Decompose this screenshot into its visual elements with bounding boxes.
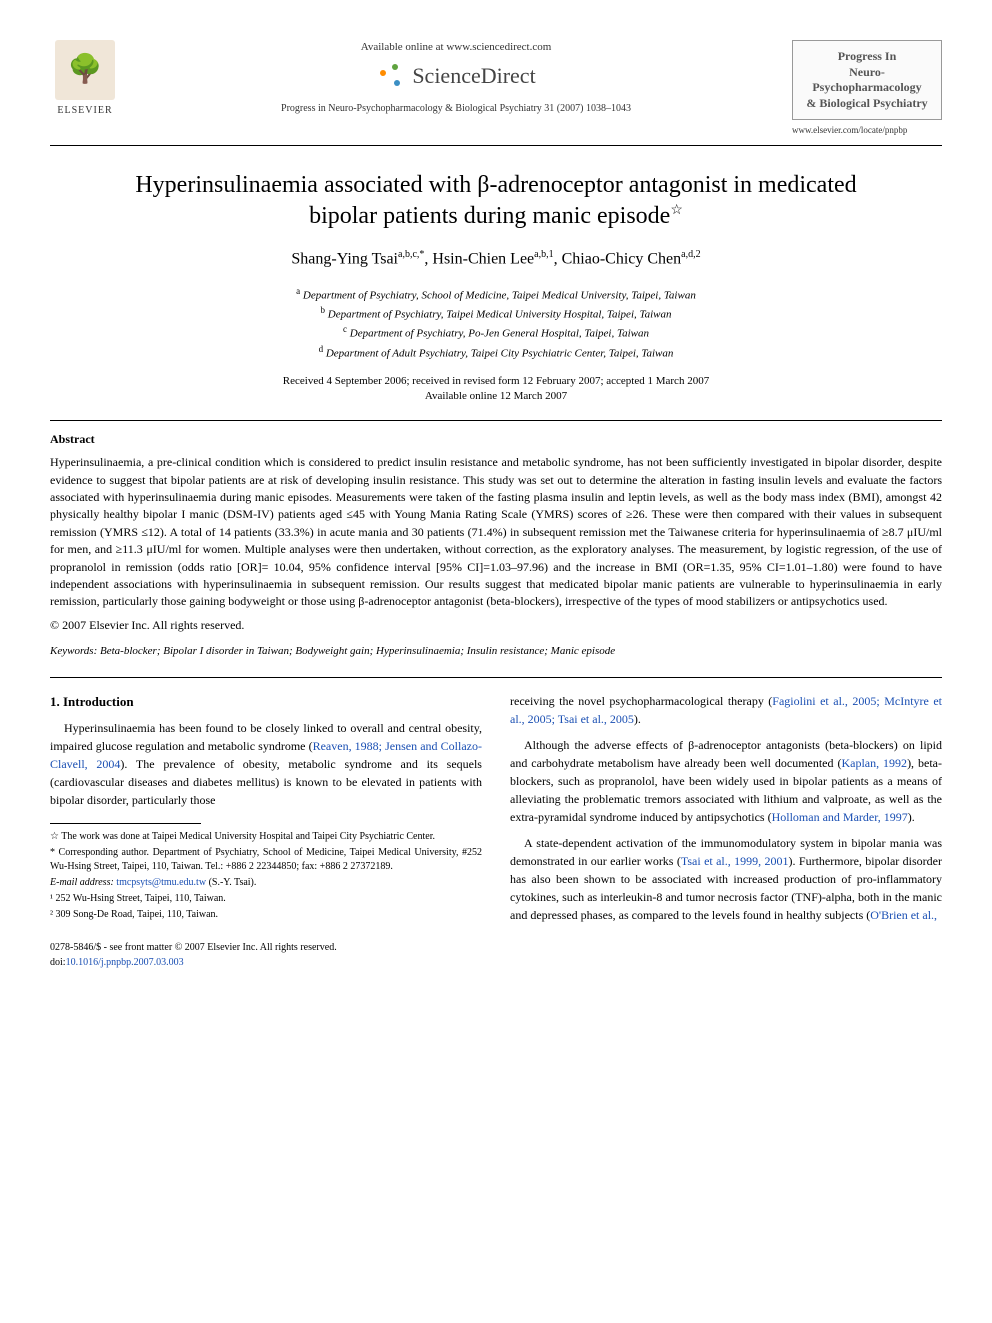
- footnote-email: E-mail address: tmcpsyts@tmu.edu.tw (S.-…: [50, 876, 482, 890]
- intro-p3-c: ).: [908, 810, 915, 824]
- journal-box: Progress In Neuro-Psychopharmacology & B…: [792, 40, 942, 120]
- footnote-2: ² 309 Song-De Road, Taipei, 110, Taiwan.: [50, 908, 482, 922]
- affiliation-d: d Department of Adult Psychiatry, Taipei…: [50, 343, 942, 362]
- footnotes-rule: [50, 823, 201, 824]
- footnote-1: ¹ 252 Wu-Hsing Street, Taipei, 110, Taiw…: [50, 892, 482, 906]
- author-2-name: Hsin-Chien Lee: [432, 251, 534, 268]
- aff-c-text: Department of Psychiatry, Po-Jen General…: [350, 328, 649, 340]
- history-dates: Received 4 September 2006; received in r…: [50, 374, 942, 405]
- body-columns: 1. Introduction Hyperinsulinaemia has be…: [50, 692, 942, 971]
- center-header: Available online at www.sciencedirect.co…: [120, 40, 792, 116]
- doi-prefix: doi:: [50, 957, 66, 968]
- intro-p4: A state-dependent activation of the immu…: [510, 834, 942, 924]
- affiliation-c: c Department of Psychiatry, Po-Jen Gener…: [50, 323, 942, 342]
- email-link[interactable]: tmcpsyts@tmu.edu.tw: [116, 877, 206, 888]
- intro-p3: Although the adverse effects of β-adreno…: [510, 736, 942, 826]
- sd-dots-icon: [376, 62, 406, 92]
- doi-line: doi:10.1016/j.pnpbp.2007.03.003: [50, 955, 337, 970]
- header-row: 🌳 ELSEVIER Available online at www.scien…: [50, 40, 942, 137]
- bottom-meta: 0278-5846/$ - see front matter © 2007 El…: [50, 940, 482, 970]
- keywords-label: Keywords:: [50, 645, 97, 657]
- cite-kaplan[interactable]: Kaplan, 1992: [841, 756, 907, 770]
- elsevier-logo: 🌳 ELSEVIER: [50, 40, 120, 118]
- abstract-label: Abstract: [50, 431, 942, 448]
- aff-b-text: Department of Psychiatry, Taipei Medical…: [328, 309, 672, 321]
- dates-line1: Received 4 September 2006; received in r…: [50, 374, 942, 389]
- elsevier-tree-icon: 🌳: [55, 40, 115, 100]
- aff-a-text: Department of Psychiatry, School of Medi…: [303, 290, 696, 302]
- abstract-top-rule: [50, 420, 942, 421]
- author-2-sup: a,b,1: [534, 249, 553, 260]
- affiliation-a: a Department of Psychiatry, School of Me…: [50, 285, 942, 304]
- footnote-star: ☆ The work was done at Taipei Medical Un…: [50, 830, 482, 844]
- abstract-bottom-rule: [50, 677, 942, 678]
- front-matter-line: 0278-5846/$ - see front matter © 2007 El…: [50, 940, 337, 955]
- intro-p2-a: receiving the novel psychopharmacologica…: [510, 694, 772, 708]
- intro-p2: receiving the novel psychopharmacologica…: [510, 692, 942, 728]
- elsevier-label: ELSEVIER: [57, 104, 112, 118]
- sciencedirect-text: ScienceDirect: [412, 61, 535, 92]
- affiliation-b: b Department of Psychiatry, Taipei Medic…: [50, 304, 942, 323]
- keywords-text: Beta-blocker; Bipolar I disorder in Taiw…: [100, 645, 615, 657]
- left-column: 1. Introduction Hyperinsulinaemia has be…: [50, 692, 482, 971]
- author-1-name: Shang-Ying Tsai: [291, 251, 398, 268]
- cite-holloman[interactable]: Holloman and Marder, 1997: [772, 810, 908, 824]
- right-column: receiving the novel psychopharmacologica…: [510, 692, 942, 971]
- intro-p1: Hyperinsulinaemia has been found to be c…: [50, 719, 482, 809]
- dates-line2: Available online 12 March 2007: [50, 389, 942, 404]
- author-3-name: Chiao-Chicy Chen: [562, 251, 682, 268]
- journal-box-line1: Progress In: [801, 49, 933, 65]
- author-3-sup: a,d,2: [681, 249, 700, 260]
- abstract-copyright: © 2007 Elsevier Inc. All rights reserved…: [50, 617, 942, 634]
- email-tail: (S.-Y. Tsai).: [209, 877, 257, 888]
- journal-box-line2: Neuro-Psychopharmacology: [801, 65, 933, 96]
- aff-d-text: Department of Adult Psychiatry, Taipei C…: [326, 347, 674, 359]
- article-title: Hyperinsulinaemia associated with β-adre…: [110, 170, 882, 232]
- bottom-left: 0278-5846/$ - see front matter © 2007 El…: [50, 940, 337, 970]
- affiliations: a Department of Psychiatry, School of Me…: [50, 285, 942, 362]
- author-1-sup: a,b,c,*: [398, 249, 424, 260]
- sciencedirect-logo: ScienceDirect: [120, 61, 792, 92]
- available-online-text: Available online at www.sciencedirect.co…: [120, 40, 792, 55]
- cite-tsai[interactable]: Tsai et al., 1999, 2001: [681, 854, 789, 868]
- journal-url: www.elsevier.com/locate/pnpbp: [792, 124, 942, 137]
- keywords-line: Keywords: Beta-blocker; Bipolar I disord…: [50, 644, 942, 659]
- top-rule: [50, 145, 942, 146]
- intro-heading: 1. Introduction: [50, 692, 482, 712]
- journal-reference: Progress in Neuro-Psychopharmacology & B…: [120, 102, 792, 116]
- journal-box-wrapper: Progress In Neuro-Psychopharmacology & B…: [792, 40, 942, 137]
- cite-obrien[interactable]: O'Brien et al.,: [870, 908, 937, 922]
- journal-box-line3: & Biological Psychiatry: [801, 96, 933, 112]
- title-star: ☆: [670, 203, 683, 218]
- doi-link[interactable]: 10.1016/j.pnpbp.2007.03.003: [66, 957, 184, 968]
- title-text: Hyperinsulinaemia associated with β-adre…: [135, 172, 856, 229]
- footnotes: ☆ The work was done at Taipei Medical Un…: [50, 830, 482, 922]
- intro-p2-b: ).: [634, 712, 641, 726]
- abstract-body: Hyperinsulinaemia, a pre-clinical condit…: [50, 454, 942, 611]
- authors-line: Shang-Ying Tsaia,b,c,*, Hsin-Chien Leea,…: [50, 248, 942, 271]
- email-label: E-mail address:: [50, 877, 114, 888]
- footnote-corresponding: * Corresponding author. Department of Ps…: [50, 846, 482, 874]
